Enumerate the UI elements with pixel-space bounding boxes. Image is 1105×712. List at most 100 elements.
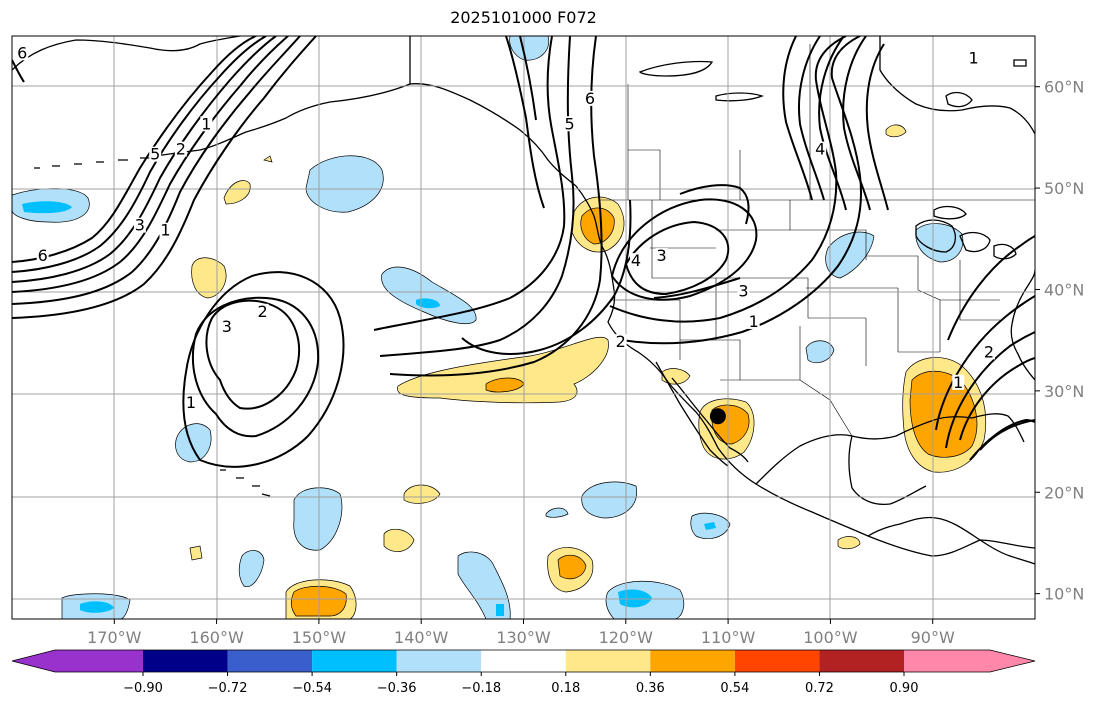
colorbar-segment (396, 650, 482, 672)
lat-tick-label: 60°N (1044, 78, 1084, 97)
contour-label: 2 (176, 140, 186, 159)
colorbar-tick-label: −0.18 (461, 681, 501, 696)
colorbar-tick-label: 0.36 (636, 681, 665, 696)
field-cyan (22, 201, 72, 214)
lat-tick-label: 20°N (1044, 483, 1084, 502)
lon-tick-label: 100°W (803, 628, 858, 647)
lat-tick-label: 10°N (1044, 585, 1084, 604)
colorbar-segment (227, 650, 313, 672)
map-title: 2025101000 F072 (450, 8, 597, 27)
contour-label: 2 (984, 342, 994, 361)
contour-label: 4 (631, 251, 641, 270)
contour-lines (12, 36, 1035, 468)
colorbar-tick-label: 0.54 (720, 681, 749, 696)
field-blue (581, 481, 638, 519)
colorbar-segment (55, 650, 143, 672)
contour-label-bg (967, 50, 980, 66)
colorbar-segment (819, 650, 904, 672)
coastlines (12, 36, 1035, 565)
contour-label: 6 (38, 246, 48, 265)
contour-label-bg (747, 313, 760, 329)
field-cyan (416, 298, 440, 309)
field-orange (557, 554, 587, 580)
field-yellow (189, 545, 203, 561)
field-yellow (885, 124, 907, 138)
colorbar-tick-label: −0.90 (123, 681, 163, 696)
lon-tick-label: 150°W (292, 628, 347, 647)
colorbar-outline (11, 649, 1036, 673)
contour-label: 6 (585, 89, 595, 108)
contour-label-bg (149, 146, 162, 162)
lon-tick-label: 160°W (189, 628, 244, 647)
lon-tick-label: 90°W (911, 628, 955, 647)
field-blue (293, 487, 343, 551)
colorbar-segment (734, 650, 820, 672)
contour-label-bg (814, 141, 827, 157)
contour-label-bg (185, 395, 198, 411)
contour-label-bg (737, 283, 750, 299)
colorbar-under-extension (12, 650, 55, 672)
field-blue (305, 155, 384, 213)
contour-label-bg (220, 319, 233, 335)
field-blue (457, 551, 511, 619)
colorbar-tick-label: 0.90 (890, 681, 919, 696)
contour-label-bg (655, 248, 668, 264)
field-blue (238, 550, 265, 588)
contour-label-bg (952, 374, 965, 390)
lat-tick-label: 40°N (1044, 280, 1084, 299)
lat-tick-label: 50°N (1044, 179, 1084, 198)
contour-label-bg (16, 45, 29, 61)
contour-label: 2 (616, 332, 626, 351)
contour-label-bg (614, 334, 627, 350)
colorbar-segment (650, 650, 735, 672)
field-yellow (223, 180, 251, 205)
lon-tick-label: 170°W (87, 628, 142, 647)
lon-tick-label: 140°W (394, 628, 449, 647)
contour-label: 3 (738, 282, 748, 301)
colorbar-tick-label: 0.18 (551, 681, 580, 696)
longitude-ticks: 170°W 160°W 150°W 140°W 130°W 120°W 110°W 100°W… (87, 619, 955, 647)
contour-label-bg (256, 303, 269, 319)
graticule (12, 36, 1035, 619)
contour-label-bg (159, 222, 172, 238)
contour-label: 4 (815, 140, 825, 159)
colorbar: −0.90 −0.72 −0.54 −0.36 −0.18 0.18 0.36 0.54 0.7… (11, 649, 1036, 696)
colorbar-tick-label: −0.36 (377, 681, 417, 696)
contour-label-bg (36, 248, 49, 264)
contour-label-bg (563, 116, 576, 132)
field-yellow (837, 536, 861, 550)
field-cyan (704, 522, 716, 530)
contour-label: 3 (222, 317, 232, 336)
contour-label: 5 (564, 114, 574, 133)
contour-label: 1 (186, 393, 196, 412)
colorbar-segment (481, 650, 566, 672)
colorbar-segment (565, 650, 651, 672)
contour-label: 2 (258, 302, 268, 321)
colorbar-segment (143, 650, 228, 672)
colorbar-segment (904, 650, 990, 672)
colorbar-tick-label: −0.72 (208, 681, 248, 696)
field-blue (805, 340, 835, 364)
contour-label-bg (174, 141, 187, 157)
contour-label: 3 (135, 216, 145, 235)
field-yellow (263, 155, 273, 163)
colorbar-tick-label: −0.54 (292, 681, 332, 696)
field-blue (915, 223, 964, 263)
field-blue (175, 423, 212, 463)
latitude-ticks: 60°N 50°N 40°N 30°N 20°N 10°N (1035, 78, 1084, 604)
contour-label-bg (630, 253, 643, 269)
contour-label-bg (133, 217, 146, 233)
contour-label: 5 (150, 145, 160, 164)
contour-label-bg (583, 90, 596, 106)
contour-label-bg (982, 344, 995, 360)
contour-label-bg (200, 116, 213, 132)
contour-label: 3 (657, 246, 667, 265)
contour-label: 1 (953, 373, 963, 392)
field-cyan (496, 604, 504, 616)
contour-label: 1 (201, 114, 211, 133)
field-blue (545, 507, 569, 518)
contour-label: 1 (969, 48, 979, 67)
colorbar-segment (312, 650, 397, 672)
